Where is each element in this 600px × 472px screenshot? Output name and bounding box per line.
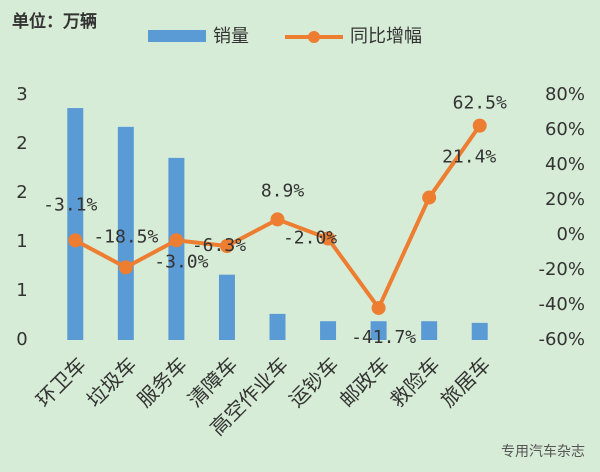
x-tick-label: 救险车 (385, 352, 444, 411)
bar (320, 321, 337, 340)
x-tick-label: 垃圾车 (82, 352, 141, 411)
data-label: 62.5% (453, 93, 507, 114)
data-label: -3.1% (43, 194, 97, 215)
x-tick-label: 旅居车 (436, 352, 495, 411)
x-tick-label: 邮政车 (335, 352, 394, 411)
y2-tick-label: 60% (545, 119, 585, 140)
bar (117, 126, 134, 340)
y2-tick-label: 20% (545, 189, 585, 210)
bar (471, 322, 488, 340)
point (472, 118, 487, 133)
data-label: -41.7% (351, 327, 416, 348)
data-label: -2.0% (283, 228, 337, 249)
bar (168, 157, 185, 340)
data-label: -6.3% (192, 235, 246, 256)
y2-tick-label: 0% (556, 224, 585, 245)
point (118, 260, 133, 275)
bar (370, 321, 387, 340)
data-label: 8.9% (261, 180, 305, 201)
x-tick-label: 环卫车 (31, 352, 90, 411)
data-label: -3.0% (154, 251, 208, 272)
y-tick-label: 2 (16, 133, 27, 154)
watermark: 专用汽车杂志 (501, 443, 585, 460)
y-tick-label: 3 (16, 84, 27, 105)
legend-swatch (148, 30, 206, 42)
y2-tick-label: -40% (538, 294, 585, 315)
point (371, 300, 386, 315)
bar (269, 313, 286, 340)
point (270, 212, 285, 227)
y2-tick-label: 80% (545, 84, 585, 105)
y-tick-label: 2 (16, 182, 27, 203)
y-tick-label: 0 (16, 329, 27, 350)
y-tick-label: 1 (16, 280, 27, 301)
bar (421, 321, 438, 340)
x-tick-label: 运钞车 (284, 352, 343, 411)
y2-tick-label: 40% (545, 154, 585, 175)
point (321, 231, 336, 246)
point (68, 233, 83, 248)
point (219, 239, 234, 254)
x-tick-label: 服务车 (132, 352, 191, 411)
y2-tick-label: -20% (538, 259, 585, 280)
bar (218, 274, 235, 340)
point (169, 233, 184, 248)
point (422, 190, 437, 205)
y-tick-label: 1 (16, 231, 27, 252)
data-label: -18.5% (93, 226, 158, 247)
legend-swatch (308, 31, 320, 43)
legend-label: 同比增幅 (350, 26, 422, 47)
legend-label: 销量 (213, 26, 249, 47)
data-label: 21.4% (442, 147, 496, 168)
chart-title: 单位：万辆 (12, 11, 97, 32)
bar (67, 108, 84, 340)
y2-tick-label: -60% (538, 329, 585, 350)
